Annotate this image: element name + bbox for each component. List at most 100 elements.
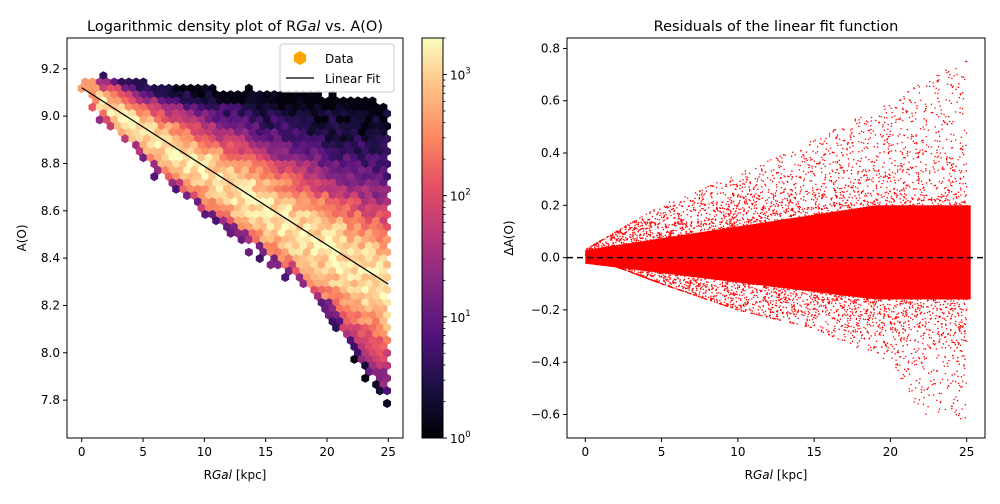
residual-point bbox=[872, 318, 874, 320]
residual-point bbox=[872, 315, 874, 317]
residual-point bbox=[675, 230, 677, 232]
residual-point bbox=[951, 77, 953, 79]
residual-point bbox=[854, 329, 856, 331]
residual-point bbox=[953, 342, 955, 344]
residual-point bbox=[938, 116, 940, 118]
residual-point bbox=[746, 299, 748, 301]
residual-point bbox=[790, 295, 792, 297]
residual-point bbox=[639, 229, 641, 231]
residual-point bbox=[641, 216, 643, 218]
residual-point bbox=[834, 318, 836, 320]
residual-point bbox=[856, 318, 858, 320]
residual-point bbox=[938, 161, 940, 163]
residual-point bbox=[782, 312, 784, 314]
residual-point bbox=[951, 141, 953, 143]
residual-point bbox=[641, 238, 643, 240]
residual-point bbox=[922, 204, 924, 206]
residual-point bbox=[701, 194, 703, 196]
residual-point bbox=[952, 302, 954, 304]
residual-point bbox=[731, 286, 733, 288]
residual-point bbox=[957, 159, 959, 161]
residual-point bbox=[955, 68, 957, 70]
residual-point bbox=[741, 310, 743, 312]
residual-point bbox=[758, 195, 760, 197]
residual-point bbox=[962, 183, 964, 185]
residual-point bbox=[910, 302, 912, 304]
residual-point bbox=[880, 305, 882, 307]
residual-point bbox=[844, 187, 846, 189]
residual-point bbox=[938, 79, 940, 81]
residual-point bbox=[795, 292, 797, 294]
residual-point bbox=[786, 300, 788, 302]
residual-point bbox=[618, 233, 620, 235]
residual-point bbox=[933, 379, 935, 381]
residual-point bbox=[724, 208, 726, 210]
residual-point bbox=[856, 163, 858, 165]
residual-point bbox=[881, 346, 883, 348]
residual-point bbox=[781, 202, 783, 204]
residual-point bbox=[891, 125, 893, 127]
residual-point bbox=[932, 312, 934, 314]
residual-point bbox=[805, 306, 807, 308]
residual-point bbox=[891, 123, 893, 125]
residual-point bbox=[847, 144, 849, 146]
residual-point bbox=[794, 214, 796, 216]
colorbar-tick-label: 102 bbox=[450, 188, 471, 204]
residual-point bbox=[902, 109, 904, 111]
residual-point bbox=[879, 324, 881, 326]
residual-point bbox=[917, 341, 919, 343]
residual-point bbox=[744, 284, 746, 286]
residual-point bbox=[807, 164, 809, 166]
residual-point bbox=[652, 276, 654, 278]
residual-point bbox=[837, 309, 839, 311]
residual-point bbox=[669, 210, 671, 212]
density-y-tick-label: 8.0 bbox=[41, 346, 60, 360]
density-y-tick-label: 8.8 bbox=[41, 156, 60, 170]
residual-point bbox=[948, 200, 950, 202]
colorbar-tick-label: 101 bbox=[450, 309, 471, 325]
residual-point bbox=[957, 302, 959, 304]
residual-point bbox=[627, 224, 629, 226]
residual-point bbox=[844, 336, 846, 338]
residual-point bbox=[884, 108, 886, 110]
residual-point bbox=[722, 294, 724, 296]
residual-point bbox=[708, 297, 710, 299]
residual-point bbox=[764, 290, 766, 292]
residual-point bbox=[868, 303, 870, 305]
residual-point bbox=[961, 312, 963, 314]
residual-point bbox=[940, 393, 942, 395]
residual-point bbox=[914, 142, 916, 144]
residual-point bbox=[954, 350, 956, 352]
residual-point bbox=[814, 160, 816, 162]
residual-point bbox=[946, 72, 948, 74]
residual-point bbox=[779, 156, 781, 158]
residual-point bbox=[816, 189, 818, 191]
residual-point bbox=[817, 316, 819, 318]
residual-point bbox=[884, 324, 886, 326]
residual-point bbox=[891, 150, 893, 152]
residual-point bbox=[932, 202, 934, 204]
residual-point bbox=[934, 171, 936, 173]
residual-point bbox=[807, 212, 809, 214]
density-hexbins bbox=[78, 71, 391, 408]
residual-point bbox=[886, 181, 888, 183]
residual-point bbox=[741, 187, 743, 189]
residual-point bbox=[865, 193, 867, 195]
residual-point bbox=[965, 417, 967, 419]
residual-point bbox=[691, 226, 693, 228]
residual-point bbox=[732, 298, 734, 300]
residual-point bbox=[746, 200, 748, 202]
residual-point bbox=[706, 212, 708, 214]
residual-point bbox=[778, 167, 780, 169]
residual-point bbox=[763, 311, 765, 313]
residual-point bbox=[919, 378, 921, 380]
residual-point bbox=[950, 134, 952, 136]
residual-point bbox=[849, 152, 851, 154]
residual-point bbox=[945, 409, 947, 411]
residual-point bbox=[933, 394, 935, 396]
residual-point bbox=[806, 160, 808, 162]
residual-point bbox=[919, 321, 921, 323]
residual-point bbox=[705, 286, 707, 288]
residual-point bbox=[795, 309, 797, 311]
residual-point bbox=[963, 154, 965, 156]
